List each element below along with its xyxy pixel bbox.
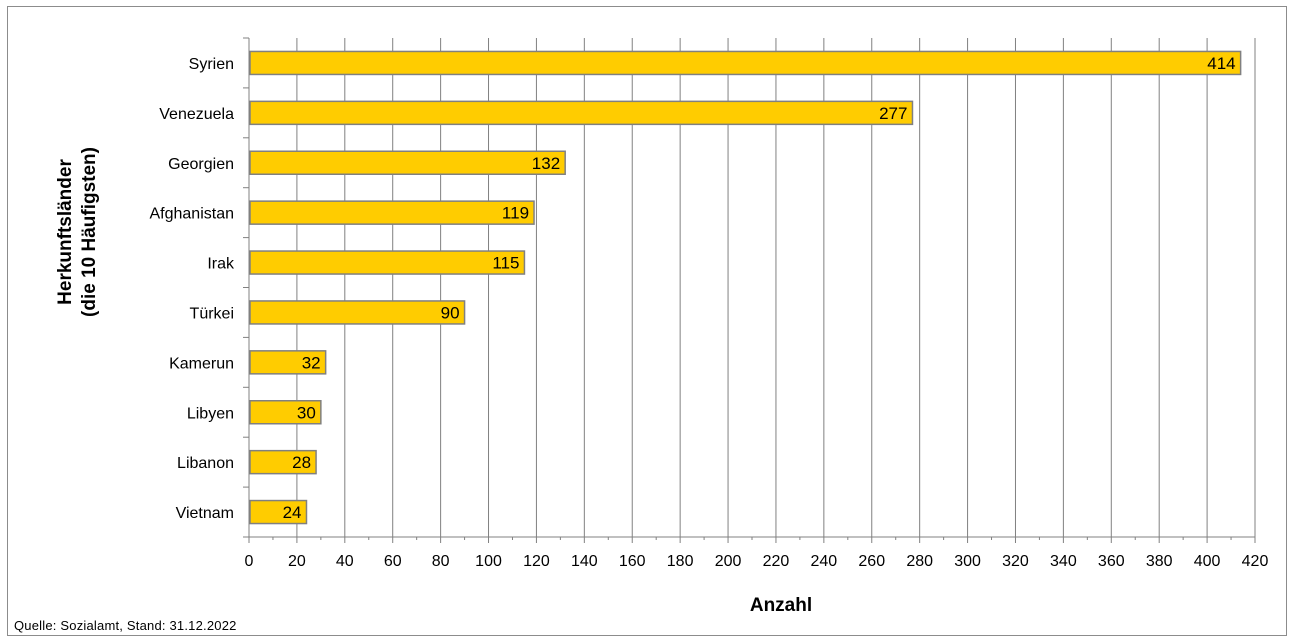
x-tick-label: 80 bbox=[432, 553, 450, 570]
bar bbox=[249, 400, 322, 425]
bar bbox=[249, 300, 466, 325]
source-note: Quelle: Sozialamt, Stand: 31.12.2022 bbox=[14, 618, 237, 633]
category-label: Türkei bbox=[190, 305, 234, 322]
bar bbox=[249, 100, 914, 126]
x-tick-label: 20 bbox=[288, 553, 306, 570]
x-tick-label: 60 bbox=[384, 553, 402, 570]
x-tick-label: 180 bbox=[667, 553, 694, 570]
bar-value-label: 24 bbox=[283, 503, 302, 522]
x-tick-label: 360 bbox=[1098, 553, 1125, 570]
y-axis-title-line1: Herkunftsländer bbox=[55, 159, 76, 305]
bar bbox=[249, 150, 566, 175]
bar-value-label: 28 bbox=[292, 453, 311, 472]
axes bbox=[243, 37, 1256, 543]
chart-frame bbox=[7, 6, 1287, 636]
category-label: Libyen bbox=[187, 405, 234, 422]
category-label: Venezuela bbox=[159, 106, 234, 123]
x-tick-label: 40 bbox=[336, 553, 354, 570]
x-tick-label: 240 bbox=[811, 553, 838, 570]
bar-value-label: 30 bbox=[297, 403, 316, 422]
x-tick-label: 340 bbox=[1050, 553, 1077, 570]
bar-value-label: 90 bbox=[441, 303, 460, 322]
x-tick-label: 140 bbox=[571, 553, 598, 570]
x-tick-label: 380 bbox=[1146, 553, 1173, 570]
x-tick-label: 400 bbox=[1194, 553, 1221, 570]
category-label: Irak bbox=[207, 256, 235, 273]
x-tick-label: 280 bbox=[906, 553, 933, 570]
x-tick-label: 0 bbox=[245, 553, 254, 570]
y-axis-title-line2: (die 10 Häufigsten) bbox=[79, 147, 100, 317]
x-axis-title: Anzahl bbox=[750, 595, 812, 616]
bar-value-label: 414 bbox=[1207, 54, 1235, 73]
x-tick-label: 260 bbox=[858, 553, 885, 570]
bar bbox=[249, 50, 1242, 76]
category-label: Afghanistan bbox=[149, 206, 234, 223]
bar-value-label: 119 bbox=[502, 204, 529, 223]
x-tick-label: 320 bbox=[1002, 553, 1029, 570]
bar bbox=[249, 200, 535, 225]
bar bbox=[249, 499, 308, 525]
x-tick-label: 420 bbox=[1242, 553, 1269, 570]
x-tick-label: 200 bbox=[715, 553, 742, 570]
labels: 0 20 40 60 80 100 120 140 160 180 200 220 240 260 280 3… bbox=[149, 54, 1268, 570]
bar bbox=[249, 350, 327, 375]
category-label: Kamerun bbox=[169, 355, 234, 372]
bar-value-label: 115 bbox=[492, 254, 519, 273]
x-tick-label: 300 bbox=[954, 553, 981, 570]
x-tick-label: 220 bbox=[763, 553, 790, 570]
bars bbox=[249, 50, 1242, 525]
y-axis-subtitle: (die 10 Häufigsten) bbox=[79, 147, 100, 317]
bar-value-label: 277 bbox=[879, 104, 907, 123]
bar bbox=[249, 250, 526, 275]
category-label: Libanon bbox=[177, 455, 234, 472]
bar-value-label: 132 bbox=[532, 154, 560, 173]
x-tick-label: 100 bbox=[475, 553, 502, 570]
bar-value-label: 32 bbox=[302, 353, 321, 372]
category-label: Syrien bbox=[189, 56, 234, 73]
x-tick-label: 120 bbox=[523, 553, 550, 570]
x-tick-label: 160 bbox=[619, 553, 646, 570]
bar bbox=[249, 449, 317, 475]
y-axis-title: Herkunftsländer bbox=[55, 159, 76, 305]
category-label: Georgien bbox=[168, 156, 234, 173]
category-label: Vietnam bbox=[176, 505, 234, 522]
